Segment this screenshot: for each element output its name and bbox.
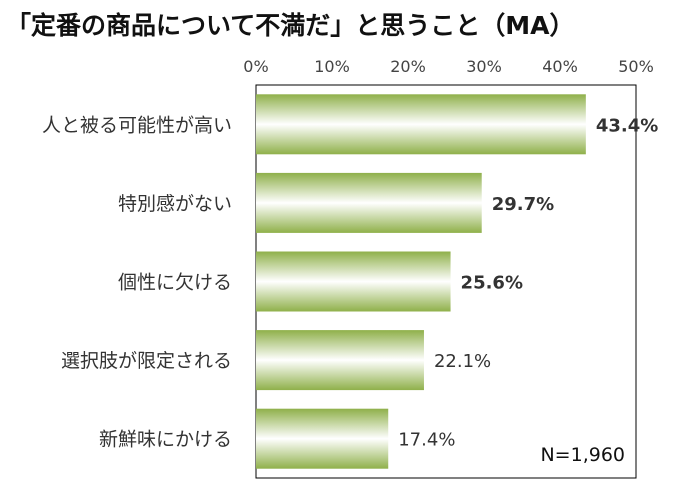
category-label: 選択肢が限定される: [61, 350, 232, 372]
bar: [256, 172, 482, 233]
category-label: 新鮮味にかける: [99, 429, 232, 451]
x-tick-label: 40%: [542, 57, 578, 76]
chart-title: 「定番の商品について不満だ」と思うこと（MA）: [6, 11, 575, 40]
bar: [256, 408, 389, 469]
data-label: 25.6%: [461, 273, 523, 294]
bar: [256, 94, 586, 155]
category-label: 人と被る可能性が高い: [42, 114, 232, 136]
x-tick-label: 50%: [618, 57, 654, 76]
bar: [256, 251, 451, 312]
sample-size-note: N=1,960: [540, 444, 625, 466]
category-label: 個性に欠ける: [118, 272, 232, 294]
category-label: 特別感がない: [118, 193, 232, 215]
bar: [256, 330, 424, 391]
data-label: 22.1%: [434, 351, 491, 372]
data-label: 29.7%: [492, 194, 554, 215]
data-label: 43.4%: [596, 115, 658, 136]
x-tick-label: 20%: [390, 57, 426, 76]
x-tick-label: 0%: [243, 57, 268, 76]
x-tick-label: 30%: [466, 57, 502, 76]
data-label: 17.4%: [398, 430, 455, 451]
x-tick-label: 10%: [314, 57, 350, 76]
